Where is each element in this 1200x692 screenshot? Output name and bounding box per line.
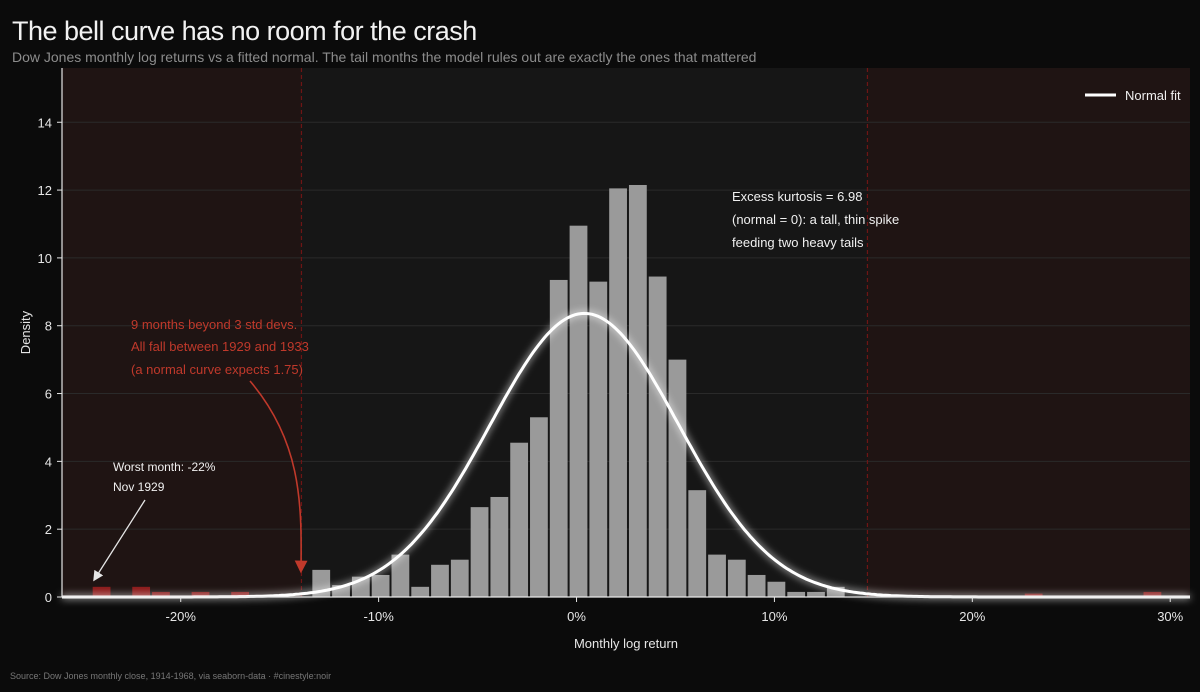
- y-tick-label: 6: [45, 387, 52, 402]
- histogram-bar: [589, 281, 608, 597]
- x-tick-label: 10%: [761, 609, 787, 624]
- histogram-bar: [490, 496, 509, 597]
- worst-month-arrow: [93, 499, 146, 582]
- left-tail-shade: [62, 68, 302, 597]
- histogram-bar: [411, 586, 430, 597]
- y-tick-label: 12: [38, 183, 52, 198]
- worst-month-line-2: Nov 1929: [113, 480, 165, 494]
- histogram-bar: [826, 586, 845, 597]
- tail-count-line-1: 9 months beyond 3 std devs.: [131, 317, 297, 332]
- histogram-bar: [510, 442, 529, 597]
- x-axis-label: Monthly log return: [574, 636, 678, 651]
- tail-bar: [191, 591, 210, 597]
- tail-bar: [231, 591, 249, 597]
- worst-month-annotation: Worst month: -22% Nov 1929: [113, 460, 216, 494]
- source-note: Source: Dow Jones monthly close, 1914-19…: [10, 671, 332, 681]
- histogram-bar: [391, 554, 410, 597]
- histogram-bar: [807, 591, 825, 597]
- histogram-bar: [628, 184, 647, 597]
- histogram-bars: [92, 184, 1162, 598]
- kurtosis-line-3: feeding two heavy tails: [732, 235, 864, 250]
- kurtosis-line-1: Excess kurtosis = 6.98: [732, 189, 862, 204]
- histogram-bar: [688, 490, 707, 597]
- histogram-bar: [371, 574, 390, 597]
- histogram-bar: [787, 591, 806, 597]
- x-tick-label: -20%: [166, 609, 197, 624]
- tail-bar: [132, 586, 151, 597]
- histogram-bar: [767, 581, 786, 597]
- y-tick-label: 8: [45, 319, 52, 334]
- right-tail-shade: [867, 68, 1190, 597]
- histogram-bar: [450, 559, 469, 597]
- histogram-bar: [549, 279, 568, 597]
- chart-subtitle: Dow Jones monthly log returns vs a fitte…: [12, 49, 757, 65]
- histogram-bar: [648, 276, 667, 597]
- histogram-bar: [530, 417, 548, 597]
- y-tick-label: 0: [45, 590, 52, 605]
- tail-bar: [92, 586, 111, 597]
- tail-count-annotation: 9 months beyond 3 std devs. All fall bet…: [131, 317, 309, 377]
- histogram-bar: [747, 574, 766, 597]
- histogram-bar: [727, 559, 746, 597]
- tail-bar: [1024, 593, 1043, 597]
- x-tick-label: -10%: [363, 609, 394, 624]
- y-tick-label: 10: [38, 251, 52, 266]
- chart-title: The bell curve has no room for the crash: [12, 16, 477, 46]
- histogram-bar: [708, 554, 726, 597]
- histogram-bar: [332, 585, 350, 597]
- tail-bar: [1143, 591, 1162, 597]
- histogram-bar: [609, 188, 627, 597]
- y-tick-label: 14: [38, 115, 52, 130]
- tail-count-line-3: (a normal curve expects 1.75): [131, 362, 303, 377]
- axes: -20% -10% 0% 10% 20% 30% 0 2 4 6 8 10 12 14: [38, 68, 1190, 624]
- kurtosis-line-2: (normal = 0): a tall, thin spike: [732, 212, 899, 227]
- x-tick-label: 0%: [567, 609, 586, 624]
- tail-count-line-2: All fall between 1929 and 1933: [131, 339, 309, 354]
- worst-month-line-1: Worst month: -22%: [113, 460, 216, 474]
- x-tick-label: 20%: [959, 609, 985, 624]
- legend: Normal fit: [1085, 88, 1181, 103]
- y-tick-label: 2: [45, 522, 52, 537]
- tail-bar: [152, 591, 170, 597]
- histogram-bar: [569, 225, 588, 598]
- y-tick-label: 4: [45, 454, 52, 469]
- histogram-bar: [470, 507, 489, 597]
- tail-count-arrow: [249, 380, 308, 574]
- legend-label: Normal fit: [1125, 88, 1181, 103]
- kurtosis-annotation: Excess kurtosis = 6.98 (normal = 0): a t…: [732, 189, 899, 250]
- y-axis-label: Density: [18, 310, 33, 354]
- x-tick-label: 30%: [1157, 609, 1183, 624]
- histogram-bar: [668, 359, 687, 597]
- histogram-bar: [431, 564, 449, 597]
